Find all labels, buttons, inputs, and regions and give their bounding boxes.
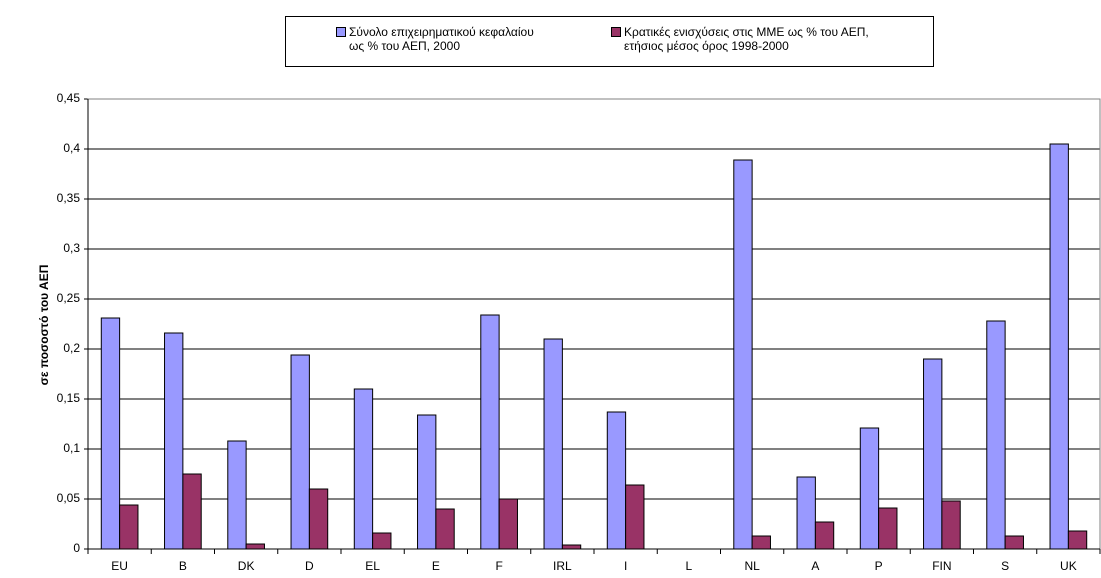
bar bbox=[164, 332, 184, 550]
legend-label: Σύνολο επιχειρηματικού κεφαλαίου ως % το… bbox=[349, 25, 534, 53]
y-tick-label: 0 bbox=[73, 541, 80, 555]
x-tick-label: L bbox=[686, 559, 693, 573]
x-tick-label: P bbox=[875, 559, 883, 573]
bar bbox=[1004, 535, 1024, 550]
legend-item: Κρατικές ενισχύσεις στις ΜΜΕ ως % του ΑΕ… bbox=[611, 25, 869, 53]
y-tick-label: 0,25 bbox=[57, 291, 81, 305]
bar bbox=[625, 484, 645, 550]
bar bbox=[733, 159, 753, 550]
x-tick-label: NL bbox=[744, 559, 760, 573]
y-tick-label: 0,05 bbox=[57, 491, 81, 505]
x-tick-label: D bbox=[305, 559, 314, 573]
bar bbox=[435, 508, 455, 550]
bar bbox=[986, 320, 1006, 550]
x-tick-label: DK bbox=[238, 559, 255, 573]
bar bbox=[1049, 143, 1069, 550]
legend-swatch bbox=[611, 27, 621, 37]
y-axis-label: σε ποσοστό του ΑΕΠ bbox=[37, 265, 51, 386]
bar bbox=[498, 498, 518, 550]
bar bbox=[1067, 530, 1088, 550]
x-tick-label: S bbox=[1001, 559, 1009, 573]
bar bbox=[480, 314, 500, 550]
legend-label: Κρατικές ενισχύσεις στις ΜΜΕ ως % του ΑΕ… bbox=[624, 25, 869, 53]
x-tick-label: E bbox=[432, 559, 440, 573]
bar bbox=[245, 543, 265, 550]
bar bbox=[100, 317, 121, 550]
bar bbox=[119, 504, 139, 550]
bar bbox=[751, 535, 771, 550]
bar bbox=[878, 507, 898, 550]
y-tick-label: 0,4 bbox=[63, 141, 80, 155]
y-tick-label: 0,1 bbox=[63, 441, 80, 455]
legend-swatch bbox=[336, 27, 346, 37]
x-tick-label: F bbox=[495, 559, 502, 573]
bar bbox=[372, 532, 392, 550]
bar bbox=[606, 411, 627, 550]
legend: Σύνολο επιχειρηματικού κεφαλαίου ως % το… bbox=[285, 16, 934, 67]
y-tick-label: 0,3 bbox=[63, 241, 80, 255]
y-tick-label: 0,45 bbox=[57, 91, 81, 105]
bar bbox=[796, 476, 816, 550]
bar bbox=[182, 473, 202, 550]
x-tick-label: I bbox=[624, 559, 627, 573]
bar bbox=[353, 388, 374, 550]
x-tick-label: UK bbox=[1060, 559, 1077, 573]
bar bbox=[227, 440, 247, 550]
y-tick-label: 0,15 bbox=[57, 391, 81, 405]
y-tick-label: 0,35 bbox=[57, 191, 81, 205]
x-tick-label: EU bbox=[111, 559, 128, 573]
bar bbox=[543, 338, 563, 550]
bar bbox=[308, 488, 329, 550]
x-tick-label: EL bbox=[365, 559, 380, 573]
bar bbox=[417, 414, 437, 550]
bar bbox=[923, 358, 943, 550]
x-tick-label: A bbox=[811, 559, 819, 573]
bar bbox=[859, 427, 880, 550]
x-tick-label: IRL bbox=[553, 559, 572, 573]
bar bbox=[941, 500, 961, 550]
y-tick-label: 0,2 bbox=[63, 341, 80, 355]
bar bbox=[290, 354, 310, 550]
x-tick-label: B bbox=[179, 559, 187, 573]
legend-item: Σύνολο επιχειρηματικού κεφαλαίου ως % το… bbox=[336, 25, 534, 53]
bar bbox=[814, 521, 835, 550]
x-tick-label: FIN bbox=[932, 559, 951, 573]
bar bbox=[561, 544, 582, 550]
